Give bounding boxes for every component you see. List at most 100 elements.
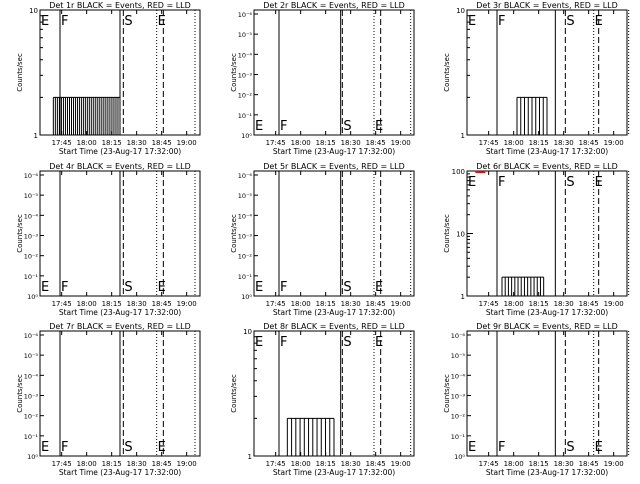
marker-label-e: E xyxy=(255,335,263,350)
x-tick-label: 18:00 xyxy=(504,139,524,147)
y-tick-label: 10⁰ xyxy=(27,293,38,301)
y-axis-label: Counts/sec xyxy=(16,53,24,92)
y-tick-label: 10⁰ xyxy=(454,453,465,461)
x-tick-label: 18:15 xyxy=(529,300,549,308)
x-tick-label: 18:15 xyxy=(316,300,336,308)
y-tick-label: 10⁻⁶ xyxy=(24,332,39,340)
x-tick-label: 18:30 xyxy=(341,139,361,147)
x-axis-label: Start Time (23-Aug-17 17:32:00) xyxy=(59,147,181,156)
x-tick-label: 18:30 xyxy=(341,460,361,468)
x-tick-label: 18:30 xyxy=(554,300,574,308)
marker-label-s: S xyxy=(566,440,574,455)
y-tick-label: 10 xyxy=(456,7,465,15)
x-tick-label: 17:45 xyxy=(266,300,286,308)
marker-label-e: E xyxy=(595,14,603,29)
y-axis-label: Counts/sec xyxy=(230,53,238,92)
x-tick-label: 19:00 xyxy=(604,139,624,147)
x-tick-label: 19:00 xyxy=(177,139,197,147)
marker-label-f: F xyxy=(61,280,68,295)
marker-label-e: E xyxy=(255,280,263,295)
y-tick-label: 10⁻⁴ xyxy=(24,372,39,380)
y-tick-label: 10⁻⁴ xyxy=(451,372,466,380)
marker-label-e: E xyxy=(468,175,476,190)
marker-label-e: E xyxy=(41,14,49,29)
y-axis-label: Counts/sec xyxy=(443,214,451,253)
x-tick-label: 18:15 xyxy=(316,139,336,147)
panel-title: Det 5r BLACK = Events, RED = LLD xyxy=(263,162,405,171)
x-tick-label: 18:30 xyxy=(127,300,147,308)
x-tick-label: 17:45 xyxy=(266,460,286,468)
x-tick-label: 17:45 xyxy=(479,460,499,468)
x-tick-label: 19:00 xyxy=(177,300,197,308)
x-tick-label: 17:45 xyxy=(52,460,72,468)
y-tick-label: 10⁻² xyxy=(238,92,253,100)
y-tick-label: 10⁻³ xyxy=(238,72,253,80)
panel-det-2r: Det 2r BLACK = Events, RED = LLD 17:45 18:… xyxy=(230,1,415,156)
x-tick-label: 19:00 xyxy=(177,460,197,468)
marker-label-e: E xyxy=(595,175,603,190)
panel-title: Det 3r BLACK = Events, RED = LLD xyxy=(476,1,618,10)
y-tick-label: 10⁻³ xyxy=(451,393,466,401)
y-tick-label: 10⁻³ xyxy=(24,393,39,401)
marker-label-s: S xyxy=(566,175,574,190)
panel-title: Det 2r BLACK = Events, RED = LLD xyxy=(263,1,405,10)
y-tick-label: 10⁻² xyxy=(24,413,39,421)
y-axis-label: Counts/sec xyxy=(230,214,238,253)
marker-label-e: E xyxy=(158,440,166,455)
y-tick-label: 10⁻³ xyxy=(24,233,39,241)
x-tick-label: 18:00 xyxy=(77,300,97,308)
y-tick-label: 1 xyxy=(461,293,465,301)
panel-title: Det 7r BLACK = Events, RED = LLD xyxy=(49,322,191,331)
x-tick-label: 18:45 xyxy=(152,300,172,308)
panel-det-3r: Det 3r BLACK = Events, RED = LLD 17:45 18:… xyxy=(443,1,630,156)
y-axis-label: Counts/sec xyxy=(230,374,238,413)
marker-label-s: S xyxy=(343,119,351,134)
y-tick-label: 1 xyxy=(34,132,38,140)
marker-label-f: F xyxy=(498,175,505,190)
y-tick-label: 10⁻² xyxy=(451,413,466,421)
x-axis-label: Start Time (23-Aug-17 17:32:00) xyxy=(486,147,608,156)
panel-det-8r: Det 8r BLACK = Events, RED = LLD 17:45 18:… xyxy=(230,322,415,477)
panel-title: Det 1r BLACK = Events, RED = LLD xyxy=(49,1,191,10)
x-tick-label: 18:15 xyxy=(102,300,122,308)
y-tick-label: 10 xyxy=(29,7,38,15)
x-tick-label: 19:00 xyxy=(391,460,411,468)
marker-label-f: F xyxy=(498,440,505,455)
marker-label-e: E xyxy=(595,440,603,455)
y-tick-label: 10⁻¹ xyxy=(238,273,253,281)
x-tick-label: 18:30 xyxy=(554,139,574,147)
plot-frame xyxy=(466,330,628,457)
x-tick-label: 18:30 xyxy=(127,139,147,147)
y-tick-label: 10 xyxy=(456,231,465,239)
x-tick-label: 18:00 xyxy=(77,460,97,468)
panel-det-5r: Det 5r BLACK = Events, RED = LLD 17:45 18:… xyxy=(230,162,415,317)
panel-title: Det 4r BLACK = Events, RED = LLD xyxy=(49,162,191,171)
marker-label-f: F xyxy=(498,14,505,29)
marker-label-e: E xyxy=(468,440,476,455)
marker-label-f: F xyxy=(61,14,68,29)
marker-label-f: F xyxy=(280,280,287,295)
x-tick-label: 17:45 xyxy=(52,139,72,147)
x-tick-label: 19:00 xyxy=(391,300,411,308)
marker-label-s: S xyxy=(343,335,351,350)
y-tick-label: 1 xyxy=(461,132,465,140)
marker-label-e: E xyxy=(375,119,383,134)
x-tick-label: 17:45 xyxy=(52,300,72,308)
x-tick-label: 18:00 xyxy=(291,460,311,468)
y-tick-label: 10⁻⁶ xyxy=(238,172,253,180)
x-tick-label: 17:45 xyxy=(266,139,286,147)
marker-label-e: E xyxy=(41,440,49,455)
x-tick-label: 18:00 xyxy=(504,460,524,468)
y-tick-label: 10⁰ xyxy=(27,453,38,461)
plot-frame xyxy=(466,170,628,297)
y-tick-label: 10⁻³ xyxy=(238,233,253,241)
y-tick-label: 100 xyxy=(452,168,465,176)
panel-det-4r: Det 4r BLACK = Events, RED = LLD 17:45 18:… xyxy=(16,162,201,317)
y-tick-label: 1 xyxy=(248,453,252,461)
marker-label-e: E xyxy=(158,14,166,29)
x-tick-label: 18:15 xyxy=(529,460,549,468)
marker-label-f: F xyxy=(280,335,287,350)
x-tick-label: 18:15 xyxy=(529,139,549,147)
